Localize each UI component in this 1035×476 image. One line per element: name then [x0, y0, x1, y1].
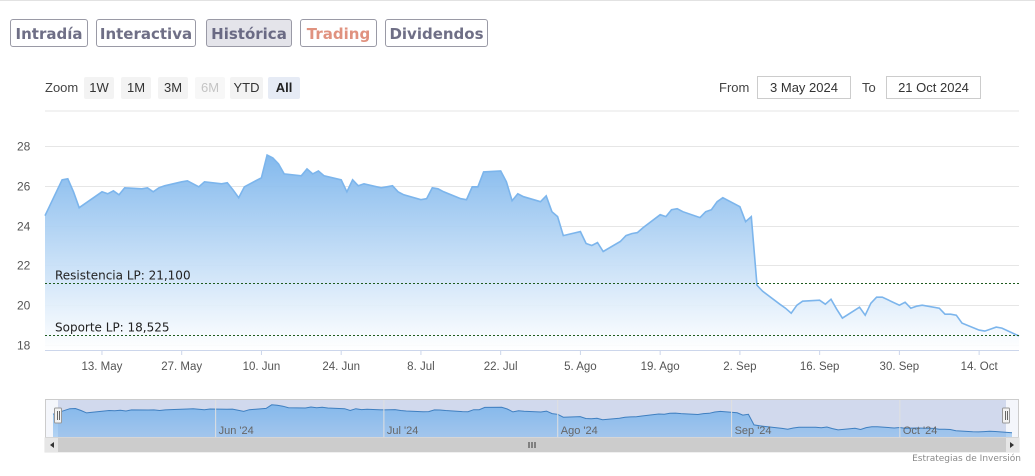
- x-tick-label: 27. May: [161, 361, 202, 373]
- navigator-label: Jul '24: [387, 425, 418, 437]
- from-date-input[interactable]: 3 May 2024: [757, 76, 851, 99]
- tab-interactiva[interactable]: Interactiva: [96, 19, 196, 47]
- x-tick-label: 8. Jul: [407, 361, 435, 373]
- chevron-right-icon: [1010, 442, 1014, 448]
- x-tick-label: 2. Sep: [723, 361, 756, 373]
- y-tick-label: 28: [17, 140, 31, 154]
- zoom-3m-button[interactable]: 3M: [158, 77, 188, 99]
- resistance-label: Resistencia LP: 21,100: [55, 269, 191, 283]
- to-date-input[interactable]: 21 Oct 2024: [886, 76, 981, 99]
- top-divider: [0, 0, 1035, 1]
- zoom-1w-button[interactable]: 1W: [84, 77, 114, 99]
- y-tick-label: 24: [17, 220, 31, 234]
- x-tick-label: 24. Jun: [322, 361, 360, 373]
- tab-historica[interactable]: Histórica: [206, 19, 292, 47]
- navigator-line: [52, 404, 1013, 434]
- zoom-label: Zoom: [45, 80, 79, 95]
- y-tick-label: 20: [17, 299, 31, 313]
- x-tick-label: 16. Sep: [800, 361, 840, 373]
- tab-dividendos[interactable]: Dividendos: [385, 19, 488, 47]
- stock-chart[interactable]: 18 20 22 24 26 28 Resistencia LP: 21,100 Soport…: [0, 100, 1035, 460]
- x-tick-label: 19. Ago: [641, 361, 680, 373]
- navigator-label: Sep '24: [735, 425, 772, 437]
- chevron-left-icon: [50, 442, 54, 448]
- from-label: From: [719, 80, 750, 95]
- chart-credit: Estrategias de Inversión: [912, 454, 1021, 464]
- zoom-6m-button[interactable]: 6M: [195, 77, 225, 99]
- x-tick-label: 22. Jul: [484, 361, 518, 373]
- navigator-area: [53, 404, 1012, 437]
- support-label: Soporte LP: 18,525: [55, 321, 170, 335]
- tab-trading[interactable]: Trading: [300, 19, 377, 47]
- y-tick-label: 18: [17, 339, 31, 353]
- x-tick-label: 10. Jun: [243, 361, 281, 373]
- y-tick-label: 26: [17, 180, 31, 194]
- navigator-label: Jun '24: [219, 425, 254, 437]
- x-tick-label: 13. May: [81, 361, 122, 373]
- y-tick-label: 22: [17, 259, 31, 273]
- to-label: To: [862, 80, 876, 95]
- tab-intradia[interactable]: Intradía: [10, 19, 88, 47]
- x-tick-label: 30. Sep: [880, 361, 920, 373]
- price-line[interactable]: [44, 153, 1020, 337]
- navigator-label: Oct '24: [903, 425, 938, 437]
- navigator-label: Ago '24: [561, 425, 598, 437]
- zoom-ytd-button[interactable]: YTD: [230, 77, 263, 99]
- zoom-all-button[interactable]: All: [268, 77, 300, 99]
- x-tick-label: 14. Oct: [961, 361, 999, 373]
- x-tick-label: 5. Ago: [564, 361, 597, 373]
- zoom-1m-button[interactable]: 1M: [121, 77, 151, 99]
- price-area: [45, 155, 1019, 350]
